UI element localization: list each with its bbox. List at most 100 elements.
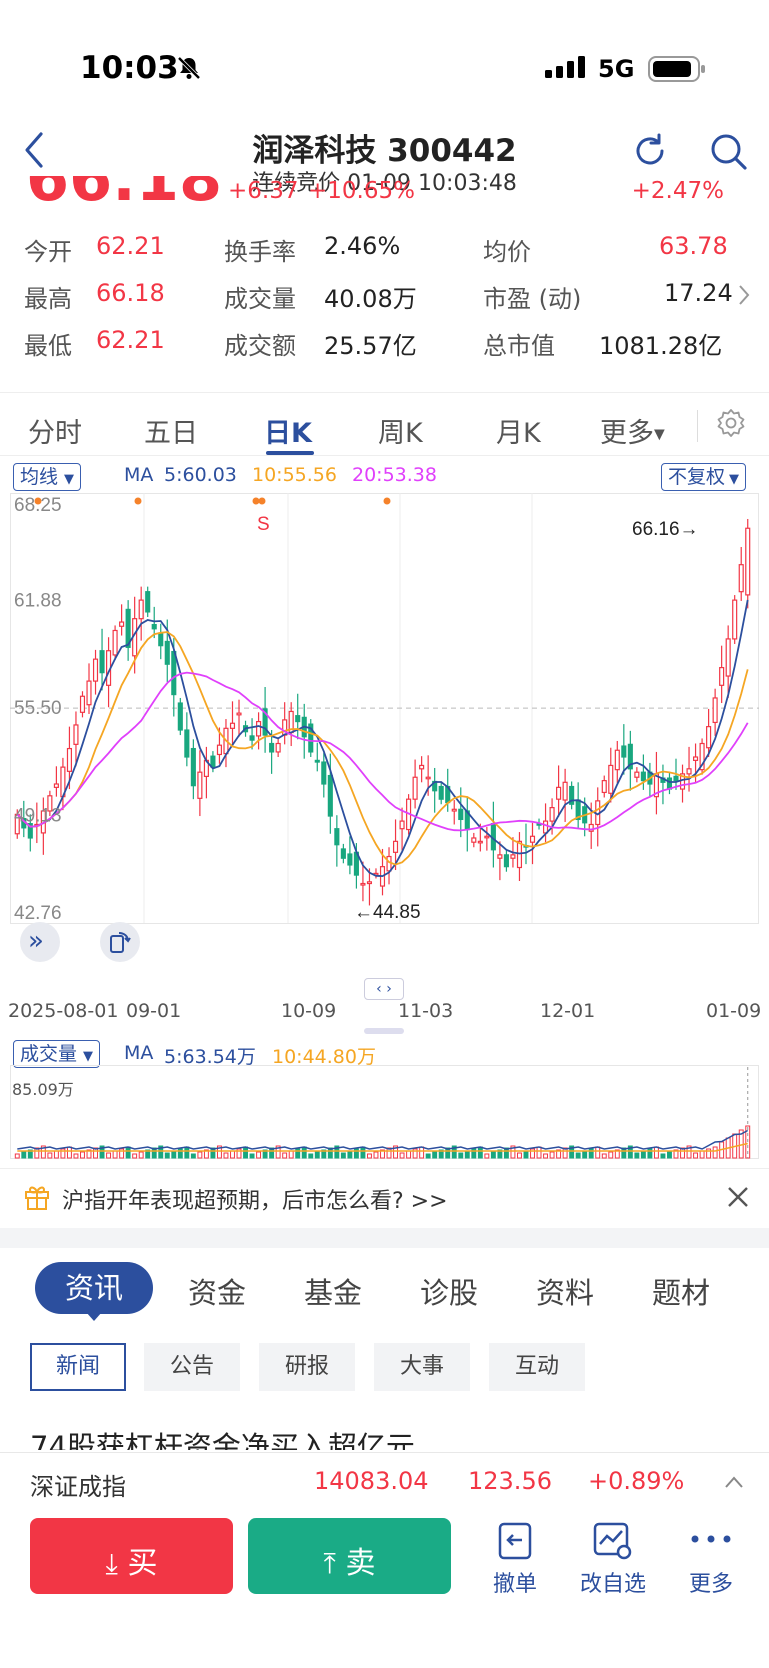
stat-pe[interactable]: 17.24 — [664, 279, 733, 307]
candle-body — [145, 591, 151, 613]
volume-bar — [171, 1150, 177, 1159]
ma20-line — [16, 671, 749, 832]
candle-body — [503, 854, 509, 868]
close-icon[interactable] — [726, 1185, 750, 1209]
volume-bar — [21, 1151, 27, 1159]
volume-bar — [380, 1149, 385, 1159]
candle-body — [399, 820, 405, 830]
edit-watchlist-label: 改自选 — [579, 1572, 646, 1597]
volume-bar — [282, 1152, 288, 1159]
volume-bar — [86, 1149, 92, 1159]
tab-news-info[interactable]: 资讯 — [35, 1262, 153, 1314]
candle-body — [725, 638, 731, 677]
price-change-pct: +10.65% — [308, 178, 415, 204]
candle-body — [569, 785, 575, 805]
volume-indicator-select[interactable]: 成交量 ▼ — [13, 1040, 101, 1068]
candle-body — [693, 756, 699, 761]
search-icon[interactable] — [710, 133, 748, 171]
volume-bar — [530, 1148, 535, 1159]
news-headline-row[interactable]: 74股获杠杆资金净买入超亿元 — [30, 1420, 750, 1450]
volume-bar — [712, 1146, 718, 1159]
promo-banner[interactable]: 沪指开年表现超预期，后市怎么看? >> — [0, 1168, 769, 1228]
volume-bar — [510, 1145, 516, 1159]
subtab-research[interactable]: 研报 — [259, 1343, 355, 1391]
volume-bar — [445, 1147, 451, 1159]
candle-body — [732, 599, 738, 640]
y-tick-label: 49.13 — [14, 806, 62, 827]
buy-arrow-icon: ⤓ — [105, 1547, 118, 1580]
gear-icon[interactable] — [716, 408, 746, 438]
active-tab-pointer — [86, 1312, 102, 1321]
volume-bar — [412, 1148, 418, 1159]
candle-body — [190, 747, 196, 787]
volume-bar — [660, 1153, 666, 1159]
news-headline[interactable]: 74股获杠杆资金净买入超亿元 — [30, 1430, 415, 1450]
volume-bar — [517, 1152, 522, 1159]
double-chevron-right-icon: » — [28, 926, 44, 956]
volume-bar — [321, 1149, 327, 1159]
adjust-select[interactable]: 不复权 ▼ — [661, 463, 747, 491]
sell-arrow-icon: ⤒ — [323, 1547, 336, 1580]
volume-bar — [119, 1148, 125, 1159]
candle-body — [92, 658, 99, 682]
back-arrow-icon[interactable] — [22, 130, 46, 170]
chevron-right-icon[interactable] — [738, 284, 750, 306]
candle-body — [275, 742, 281, 753]
stat-pe-label[interactable]: 市盈 (动) — [483, 285, 582, 313]
volume-bar — [27, 1149, 33, 1159]
subtab-announcement[interactable]: 公告 — [144, 1343, 240, 1391]
tab-profile[interactable]: 资料 — [536, 1276, 595, 1310]
candle-body — [249, 735, 255, 741]
expand-button[interactable]: » — [20, 922, 60, 962]
volume-bar — [536, 1146, 542, 1159]
tab-more[interactable]: 更多▼ — [600, 411, 665, 450]
divider — [697, 410, 698, 442]
volume-bar — [490, 1151, 496, 1159]
candle-body — [601, 780, 607, 794]
volume-bar — [216, 1145, 222, 1159]
panel-divider-handle[interactable] — [364, 1028, 404, 1034]
candle-body — [419, 764, 425, 770]
tab-theme[interactable]: 题材 — [652, 1276, 711, 1310]
volume-bar — [366, 1153, 372, 1159]
volume-bars — [10, 1065, 759, 1159]
cancel-order-label: 撤单 — [492, 1572, 537, 1597]
candle-body — [308, 723, 314, 753]
tab-fund[interactable]: 基金 — [304, 1276, 363, 1310]
tab-monthly-k[interactable]: 月K — [496, 418, 541, 449]
sell-button[interactable]: ⤒ 卖 — [248, 1518, 451, 1594]
trading-status: 连续竞价 01-09 10:03:48 — [252, 171, 517, 196]
page-title: 润泽科技 300442 — [252, 133, 517, 169]
rotate-button[interactable] — [100, 922, 140, 962]
candle-body — [164, 640, 170, 665]
tab-daily-k[interactable]: 日K — [264, 418, 312, 449]
buy-button[interactable]: ⤓ 买 — [30, 1518, 233, 1594]
subtab-interaction[interactable]: 互动 — [489, 1343, 585, 1391]
indicator-select[interactable]: 均线 ▼ — [13, 463, 82, 491]
volume-chart[interactable] — [10, 1065, 759, 1159]
tab-intraday[interactable]: 分时 — [28, 418, 82, 449]
chart-period-tabs: 分时 五日 日K 周K 月K 更多▼ — [0, 392, 769, 456]
volume-bar — [177, 1148, 183, 1159]
candle-body — [158, 632, 164, 647]
tab-capital[interactable]: 资金 — [188, 1276, 247, 1310]
refresh-icon[interactable] — [632, 133, 668, 169]
tab-weekly-k[interactable]: 周K — [378, 418, 423, 449]
chevron-up-icon[interactable] — [724, 1475, 744, 1489]
candle-body — [425, 776, 431, 780]
volume-bar — [249, 1153, 255, 1159]
tab-five-day[interactable]: 五日 — [144, 418, 198, 449]
price-change: +6.37 — [228, 178, 299, 204]
banner-text[interactable]: 沪指开年表现超预期，后市怎么看? >> — [62, 1189, 448, 1214]
sell-label: 卖 — [345, 1546, 376, 1581]
candle-body — [256, 720, 262, 737]
subtab-events[interactable]: 大事 — [374, 1343, 470, 1391]
volume-bar — [230, 1150, 235, 1159]
subtab-news[interactable]: 新闻 — [30, 1343, 126, 1391]
index-ticker[interactable]: 深证成指 14083.04 123.56 +0.89% — [0, 1452, 769, 1510]
chart-scroll-handle[interactable]: ‹ › — [364, 978, 404, 1000]
tab-diagnosis[interactable]: 诊股 — [420, 1276, 479, 1310]
edit-watchlist-icon — [593, 1522, 632, 1560]
home-indicator-area — [0, 1610, 769, 1668]
kline-chart[interactable]: 68.25 61.88 55.50 49.13 42.76 S 66.16→ ←44.85 — [10, 493, 759, 983]
